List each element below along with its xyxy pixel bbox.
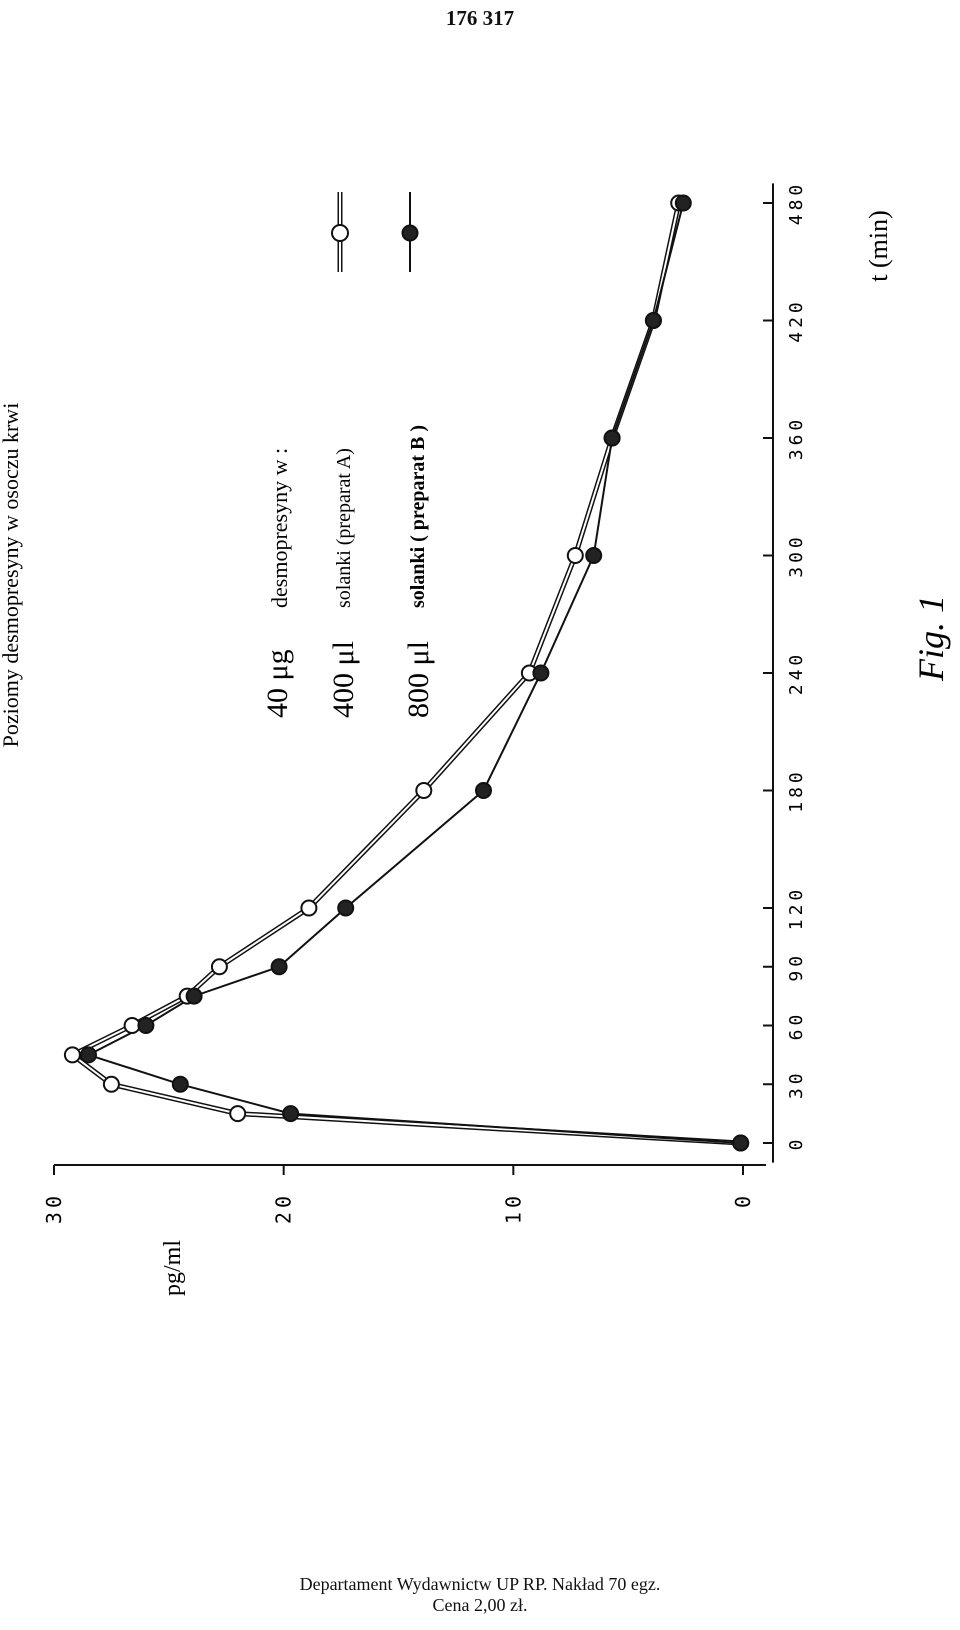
series-a-point-60 — [123, 1017, 141, 1034]
figure-caption: Fig. 1 — [911, 595, 951, 682]
y-tick-label-30: 30 — [42, 1192, 66, 1224]
x-tick-label-240: 240 — [786, 651, 807, 696]
legend-entry-b-text: solanki ( preparat B ) — [407, 425, 429, 608]
series-b-point-90 — [270, 958, 288, 976]
legend-entry-a-text: solanki (preparat A) — [333, 448, 355, 608]
series-a-point-90 — [210, 958, 228, 976]
series-b-point-240 — [532, 664, 550, 682]
series-a-point-30 — [102, 1075, 120, 1093]
series-b-point-60 — [137, 1017, 155, 1034]
series-b-point-0 — [732, 1134, 750, 1152]
series-b-point-45 — [80, 1046, 97, 1064]
x-tick-label-180: 180 — [786, 768, 807, 813]
series-b-point-300 — [585, 547, 603, 564]
series-a-point-300 — [566, 547, 584, 564]
footer-line-publisher: Departament Wydawnictw UP RP. Nakład 70 … — [299, 1574, 661, 1594]
chart-axes: 0 30 60 90 120 180 240 300 360 420 480 0 10 20 30 — [42, 181, 807, 1224]
legend-entry-a-amount: 400 μl — [327, 641, 360, 718]
series-a-point-180 — [415, 782, 433, 799]
x-tick-label-300: 300 — [786, 533, 807, 578]
footer: Departament Wydawnictw UP RP. Nakład 70 … — [0, 1574, 960, 1616]
page-number: 176 317 — [445, 6, 515, 30]
legend-swatch-a-marker — [331, 224, 349, 242]
series-a-point-15 — [229, 1105, 247, 1123]
y-axis-label: pg/ml — [160, 1240, 186, 1296]
x-tick-label-60: 60 — [786, 1011, 807, 1041]
legend-heading-amount: 40 μg — [261, 649, 294, 718]
chart-title: Poziomy desmopresyny w osoczu krwi — [0, 403, 23, 748]
series-b-point-180 — [475, 782, 492, 799]
legend-swatch-b-marker — [401, 224, 419, 242]
x-tick-label-0: 0 — [786, 1136, 807, 1151]
series-b-line — [85, 202, 741, 1144]
legend-heading-text: desmopresyny w : — [267, 448, 292, 608]
x-tick-label-420: 420 — [786, 298, 807, 343]
series-b-point-360 — [603, 429, 621, 447]
x-tick-label-90: 90 — [786, 952, 807, 982]
footer-line-price: Cena 2,00 zł. — [432, 1595, 528, 1615]
legend-entry-b-amount: 800 μl — [402, 641, 435, 718]
series-b-point-480 — [674, 194, 692, 212]
y-tick-label-10: 10 — [501, 1192, 525, 1224]
chart-series — [63, 194, 750, 1152]
x-tick-label-360: 360 — [786, 416, 807, 461]
chart-labels: Poziomy desmopresyny w osoczu krwi pg/ml… — [0, 210, 951, 1296]
x-tick-label-120: 120 — [786, 886, 807, 931]
series-b-point-75 — [185, 987, 203, 1005]
x-tick-label-30: 30 — [786, 1069, 807, 1099]
series-b-point-30 — [171, 1075, 189, 1093]
chart-legend: 40 μg desmopresyny w : 400 μl solanki (p… — [261, 192, 435, 718]
series-a-point-45 — [63, 1046, 81, 1064]
series-b-point-120 — [337, 899, 355, 917]
x-axis-label: t (min) — [864, 210, 893, 282]
series-b-point-420 — [644, 312, 662, 329]
y-tick-label-0: 0 — [731, 1192, 755, 1208]
y-tick-label-20: 20 — [272, 1192, 296, 1224]
series-a-point-120 — [300, 899, 318, 917]
series-b-point-15 — [282, 1105, 300, 1123]
x-tick-label-480: 480 — [786, 181, 807, 226]
